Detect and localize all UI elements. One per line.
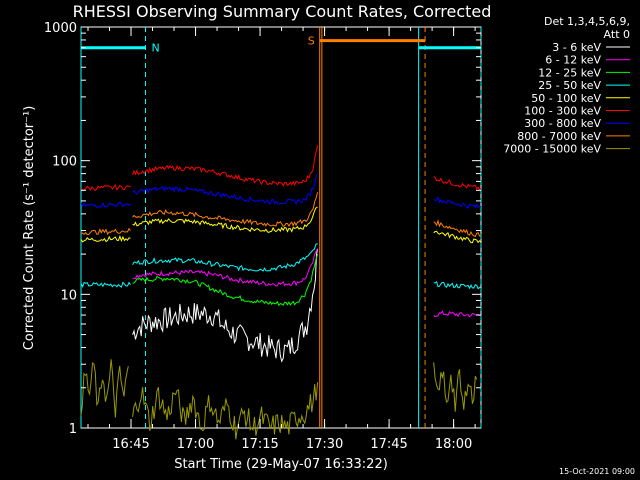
chart-title: RHESSI Observing Summary Count Rates, Co…: [73, 2, 492, 21]
x-axis-label: Start Time (29-May-07 16:33:22): [174, 457, 388, 472]
series-line: [80, 227, 131, 236]
series-line: [132, 253, 319, 307]
y-axis-label: Corrected Count Rate (s⁻¹ detector⁻¹): [22, 106, 37, 351]
y-axis: 1 10 100 1000: [44, 21, 481, 437]
y-tick-label: 1: [69, 422, 77, 437]
series-line: [132, 145, 319, 187]
plot-frame: [80, 26, 482, 429]
series-line: [80, 201, 131, 208]
series-line: [132, 206, 318, 233]
series-line: [433, 362, 478, 412]
legend-header-line-1: Det 1,3,4,5,6,9,: [544, 15, 630, 28]
series-line: [433, 230, 482, 244]
footer-date: 15-Oct-2021 09:00: [559, 467, 635, 476]
y-tick-label: 10: [60, 288, 77, 303]
x-tick-label: 18:00: [435, 437, 472, 452]
series-line: [80, 359, 129, 418]
legend-entry-label: 25 - 50 keV: [538, 79, 601, 92]
x-tick-label: 17:00: [177, 437, 214, 452]
series-line: [433, 176, 482, 191]
series-line: [433, 310, 482, 318]
legend-entry-label: 800 - 7000 keV: [517, 130, 601, 143]
x-axis: 16:45 17:00 17:15 17:30 17:45 18:00: [87, 27, 476, 452]
series-line: [433, 195, 482, 210]
legend-entry-label: 7000 - 15000 keV: [503, 143, 601, 156]
legend-entry-label: 3 - 6 keV: [552, 41, 601, 54]
series-line: [132, 248, 319, 363]
legend-entry-label: 6 - 12 keV: [545, 54, 601, 67]
series-line: [80, 281, 131, 288]
series-line: [132, 382, 319, 440]
legend-entry-label: 50 - 100 keV: [531, 92, 601, 105]
series-line: [80, 183, 131, 192]
legend-header-line-2: Att 0: [604, 28, 630, 41]
x-tick-label: 17:45: [370, 437, 407, 452]
series-line: [132, 248, 319, 287]
series-line: [433, 219, 482, 238]
series-line: [132, 243, 318, 272]
x-tick-label: 16:45: [112, 437, 149, 452]
x-tick-label: 17:30: [306, 437, 343, 452]
y-tick-label: 1000: [44, 21, 77, 36]
y-tick-label: 100: [52, 155, 77, 170]
annotation-layer: NS: [80, 27, 482, 428]
series-layer: [80, 145, 482, 440]
series-line: [132, 192, 319, 228]
series-line: [433, 280, 482, 290]
legend-entry-label: 100 - 300 keV: [524, 105, 601, 118]
legend-entry-label: 12 - 25 keV: [538, 66, 601, 79]
flag-label: N: [152, 42, 160, 55]
series-line: [132, 173, 319, 205]
legend-entry-label: 300 - 800 keV: [524, 117, 601, 130]
x-tick-label: 17:15: [241, 437, 278, 452]
series-line: [80, 234, 131, 243]
flag-label: S: [308, 35, 315, 48]
